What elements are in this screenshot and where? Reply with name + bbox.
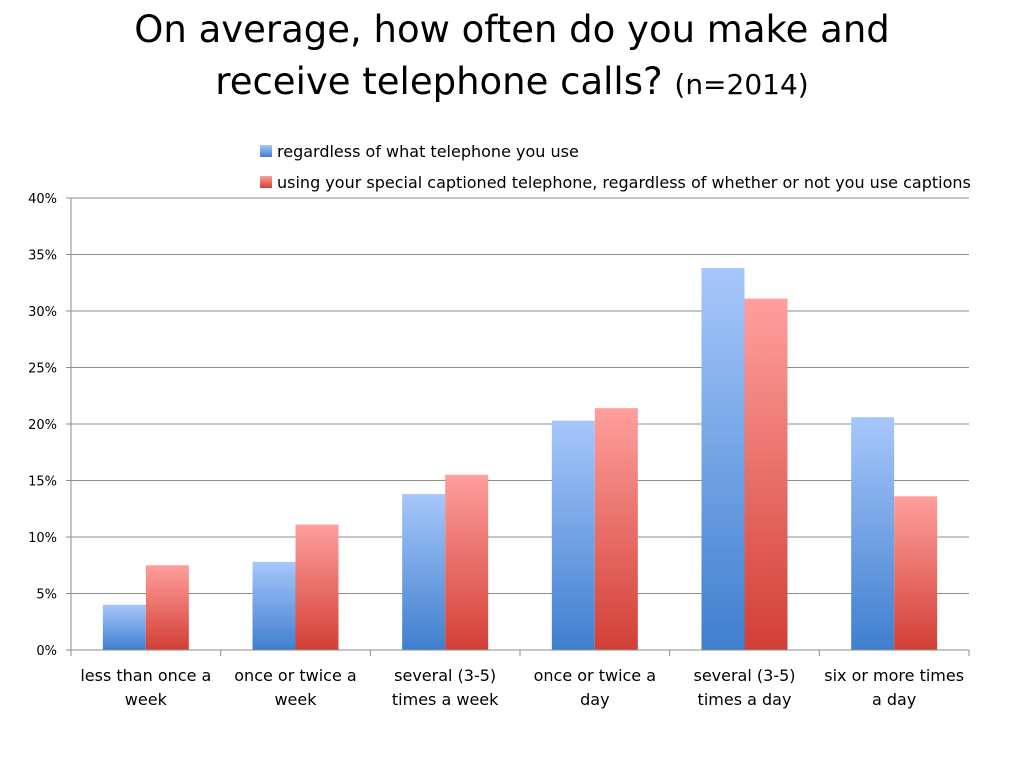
title-sample-size: (n=2014) [674,68,809,101]
y-tick-label: 10% [28,531,57,546]
slide-title: On average, how often do you make and re… [0,4,1024,111]
bar-series-2 [894,496,938,650]
legend-label-2: using your special captioned telephone, … [277,173,971,192]
bar-series-2 [145,565,189,650]
bar-series-1 [701,268,745,650]
x-tick-label: several (3-5) times a day [693,666,795,709]
bar-series-1 [102,604,146,650]
gridlines [66,197,969,651]
x-tick-label: less than once a week [80,666,211,709]
y-tick-label: 5% [36,588,57,603]
y-tick-label: 35% [28,249,57,264]
legend-swatch-2 [260,176,272,188]
bar-series-1 [851,417,895,650]
bar-series-1 [252,561,296,650]
x-tick-label: once or twice a week [234,666,356,709]
y-tick-label: 25% [28,362,57,377]
x-tick-label: several (3-5) times a week [392,666,499,709]
axes [70,198,970,656]
bar-series-2 [594,408,638,650]
x-axis-labels: less than once a week once or twice a week s… [80,666,964,709]
bar-series-2 [295,524,339,650]
legend-swatch-1 [260,145,272,157]
y-tick-label: 30% [28,305,57,320]
bar-series-2 [744,298,788,650]
bar-series-1 [402,494,446,650]
x-tick-label: once or twice a day [534,666,656,709]
y-tick-label: 40% [28,192,57,207]
y-axis-labels: 0% 5% 10% 15% 20% 25% 30% 35% 40% [28,192,57,659]
bars [102,268,938,650]
y-tick-label: 0% [36,644,57,659]
title-line-1: On average, how often do you make and [134,8,890,51]
x-tick-label: six or more times a day [824,666,964,709]
bar-series-2 [445,474,489,650]
title-line-2-text: receive telephone calls? [215,60,663,103]
title-line-2: receive telephone calls? (n=2014) [0,56,1024,111]
legend-label-1: regardless of what telephone you use [277,142,579,161]
y-tick-label: 15% [28,475,57,490]
legend: regardless of what telephone you use usin… [260,142,971,192]
bar-series-1 [551,420,595,650]
y-tick-label: 20% [28,418,57,433]
